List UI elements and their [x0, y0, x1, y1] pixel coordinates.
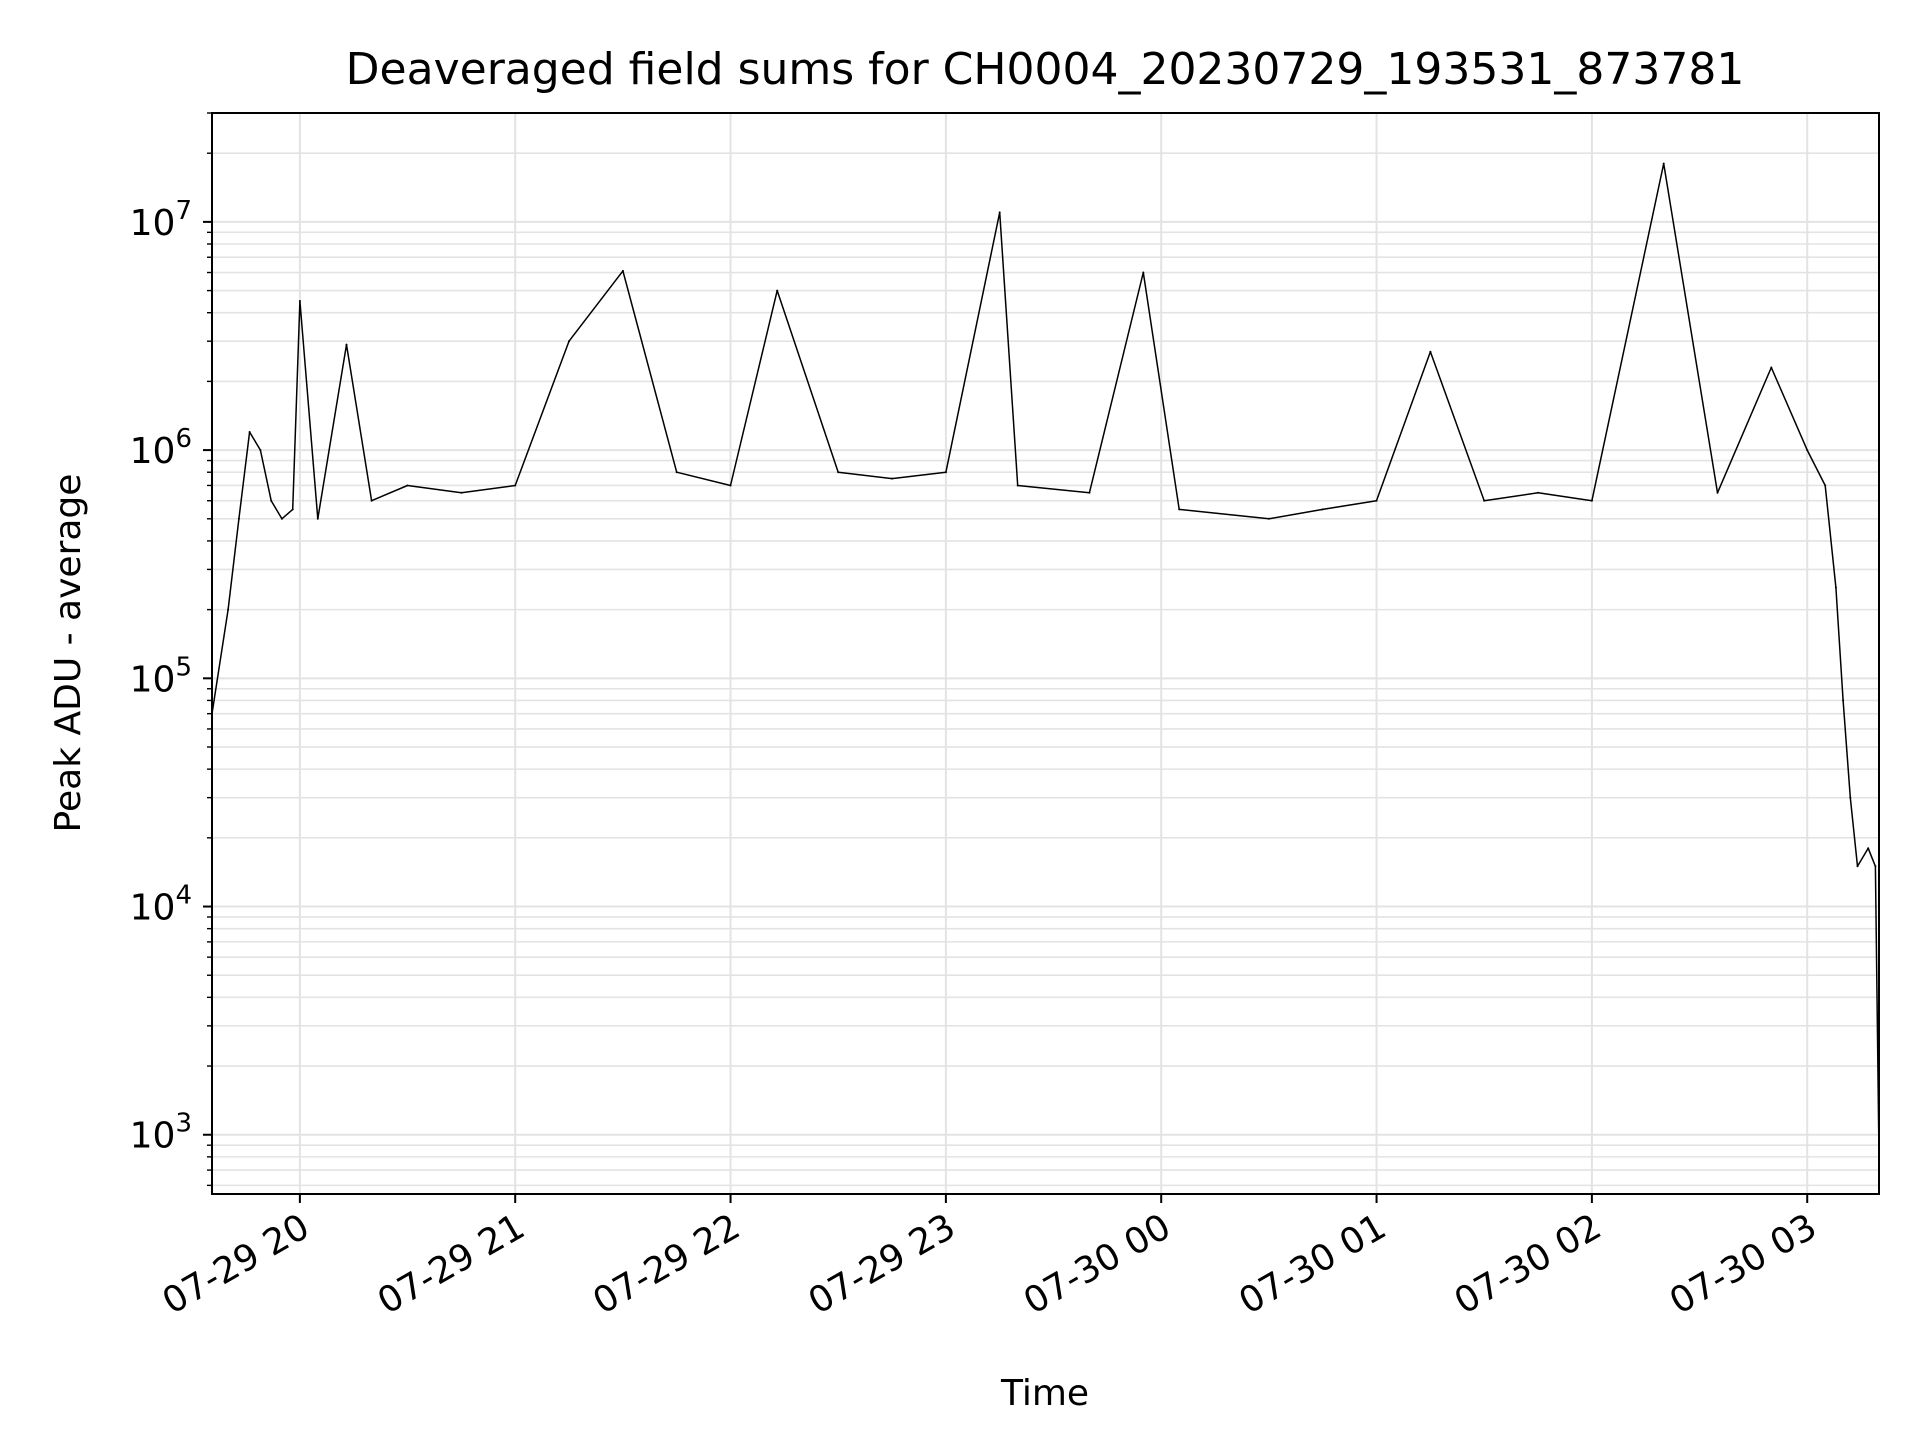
- data-point: [837, 471, 840, 474]
- data-point: [1806, 449, 1809, 452]
- data-point: [1874, 865, 1877, 868]
- data-point: [998, 211, 1001, 214]
- y-tick-label: 107: [130, 196, 192, 244]
- data-point: [729, 484, 732, 487]
- data-point: [370, 499, 373, 502]
- x-axis-label: Time: [1000, 1373, 1089, 1414]
- data-point: [280, 517, 283, 520]
- data-point: [1716, 491, 1719, 494]
- data-point: [891, 477, 893, 480]
- data-point: [1590, 499, 1593, 502]
- data-point: [1842, 699, 1845, 702]
- y-tick-label: 105: [130, 652, 192, 700]
- y-tick-label: 104: [130, 881, 192, 929]
- data-point: [675, 471, 678, 474]
- data-point: [248, 431, 251, 433]
- data-point: [621, 269, 624, 272]
- chart-title: Deaveraged field sums for CH0004_2023072…: [346, 44, 1745, 95]
- data-point: [1834, 586, 1837, 589]
- data-point: [1537, 491, 1540, 494]
- data-point: [291, 508, 294, 511]
- data-point: [227, 608, 230, 611]
- data-point: [406, 484, 409, 487]
- data-point: [776, 289, 779, 292]
- data-point: [1770, 366, 1773, 369]
- data-point: [270, 499, 273, 502]
- y-axis: 103 104 105 106 107: [130, 112, 212, 1187]
- data-point: [568, 340, 570, 343]
- data-point: [259, 449, 262, 452]
- grid-lines: [212, 112, 1879, 1194]
- data-point: [316, 517, 319, 520]
- data-point: [944, 471, 947, 474]
- data-point: [1483, 499, 1486, 502]
- y-tick-label: 106: [130, 424, 192, 472]
- data-point: [237, 517, 240, 520]
- data-point: [1824, 484, 1827, 487]
- data-point: [1867, 847, 1870, 850]
- data-point: [1375, 499, 1378, 502]
- data-point: [1178, 508, 1181, 511]
- data-point: [1088, 491, 1091, 494]
- data-point: [1267, 517, 1270, 520]
- data-point: [298, 300, 301, 302]
- series-layer: [211, 162, 1880, 1158]
- data-point: [1321, 508, 1324, 511]
- data-point: [1429, 350, 1432, 353]
- data-point: [1849, 796, 1852, 799]
- y-axis-label: Peak ADU - average: [48, 474, 89, 833]
- data-point: [1856, 865, 1859, 868]
- plot-area-frame: [211, 112, 1880, 1195]
- data-point: [1142, 271, 1145, 274]
- data-point: [460, 491, 463, 494]
- data-point: [1662, 162, 1665, 165]
- y-tick-label: 103: [130, 1109, 192, 1157]
- data-point: [345, 343, 348, 346]
- data-point: [514, 484, 517, 487]
- data-point: [1016, 484, 1019, 487]
